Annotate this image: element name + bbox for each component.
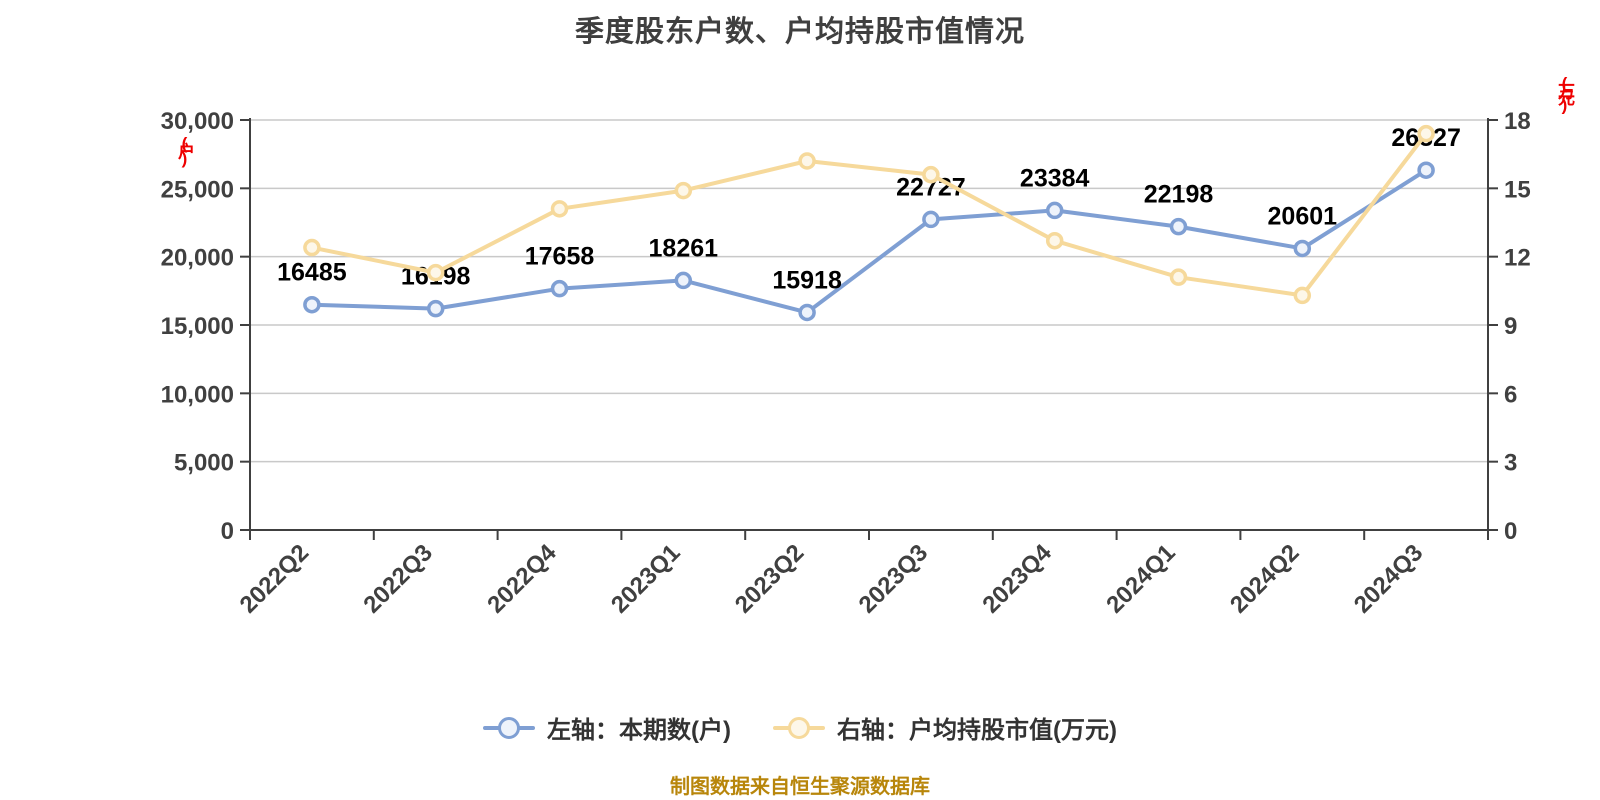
x-axis-label: 2023Q1 [606, 539, 685, 618]
data-label: 17658 [525, 243, 595, 271]
avg-holding-value-point-2023Q2[interactable] [798, 152, 816, 170]
x-axis-label: 2024Q2 [1225, 539, 1304, 618]
right-axis-tick-label: 3 [1504, 450, 1517, 477]
left-axis-tick-label: 30,000 [161, 108, 234, 135]
left-axis-tick-label: 20,000 [161, 245, 234, 272]
right-axis-unit-label: (万元) [1555, 74, 1574, 104]
x-axis-label: 2023Q4 [977, 539, 1057, 619]
x-axis-label: 2022Q2 [235, 539, 314, 618]
shareholder-count-point-2024Q3[interactable] [1417, 161, 1435, 179]
shareholder-count-line [309, 168, 1429, 315]
x-axis-label: 2023Q3 [854, 539, 933, 618]
line-chart-canvas: 0 0 5,000 3 10,000 6 15,000 9 20,000 12 25,000 15 30… [161, 108, 1531, 619]
avg-holding-value-point-2023Q3[interactable] [922, 165, 940, 184]
legend-dot-icon [788, 716, 810, 739]
data-label: 18261 [649, 234, 719, 262]
data-label: 23384 [1020, 164, 1090, 192]
right-axis-tick-label: 0 [1504, 518, 1517, 545]
left-axis-unit-label: (户) [175, 134, 194, 158]
shareholder-count-point-2023Q2[interactable] [798, 303, 816, 322]
legend-marker-icon [773, 716, 825, 739]
legend-dot-icon [498, 716, 521, 739]
right-axis-tick-label: 18 [1504, 108, 1531, 135]
avg-holding-value-line [309, 131, 1429, 298]
shareholder-count-point-2022Q2[interactable] [303, 295, 321, 314]
shareholder-count-point-2022Q4[interactable] [550, 279, 569, 298]
avg-holding-value-point-2024Q2[interactable] [1293, 286, 1312, 305]
shareholder-count-point-2024Q1[interactable] [1169, 217, 1188, 236]
legend-item-left-axis-series[interactable]: 左轴：本期数(户) [483, 710, 731, 745]
data-label: 20601 [1268, 202, 1338, 230]
avg-holding-value-point-2024Q1[interactable] [1169, 268, 1188, 286]
x-axis-label: 2024Q1 [1101, 539, 1180, 618]
left-axis-tick-label: 25,000 [161, 176, 234, 203]
data-source-note: 制图数据来自恒生聚源数据库 [670, 776, 930, 798]
right-axis-tick-label: 9 [1504, 313, 1517, 340]
data-label: 16485 [277, 259, 347, 287]
data-label: 15918 [772, 266, 842, 294]
avg-holding-value-point-2022Q4[interactable] [550, 200, 569, 218]
shareholder-count-point-2024Q2[interactable] [1293, 239, 1312, 258]
shareholder-count-point-2023Q1[interactable] [674, 271, 693, 290]
left-axis-tick-label: 15,000 [161, 313, 234, 340]
avg-holding-value-point-2022Q3[interactable] [426, 263, 445, 282]
shareholder-count-point-2023Q4[interactable] [1045, 201, 1064, 220]
avg-holding-value-point-2023Q1[interactable] [674, 181, 693, 200]
legend-label: 右轴：户均持股市值(万元) [837, 717, 1117, 744]
chart-title: 季度股东户数、户均持股市值情况 [574, 16, 1025, 48]
legend-item-right-axis-series[interactable]: 右轴：户均持股市值(万元) [773, 710, 1117, 745]
right-axis-tick-label: 15 [1504, 176, 1531, 203]
x-axis-label: 2022Q4 [482, 539, 562, 619]
x-axis-label: 2023Q2 [730, 539, 809, 618]
right-axis-tick-label: 12 [1504, 245, 1531, 272]
x-axis-label: 2022Q3 [358, 539, 437, 618]
left-axis-tick-label: 10,000 [161, 381, 234, 408]
x-axis-label: 2024Q3 [1349, 539, 1428, 618]
legend-label: 左轴：本期数(户) [547, 717, 731, 744]
chart-legend: 左轴：本期数(户) 右轴：户均持股市值(万元) [0, 710, 1600, 745]
avg-holding-value-point-2022Q2[interactable] [303, 238, 321, 257]
left-axis-tick-label: 0 [221, 518, 234, 545]
avg-holding-value-point-2023Q4[interactable] [1045, 231, 1064, 250]
avg-holding-value-point-2024Q3[interactable] [1417, 124, 1435, 143]
right-axis-tick-label: 6 [1504, 381, 1517, 408]
data-label: 22198 [1144, 181, 1214, 209]
left-axis-tick-label: 5,000 [174, 450, 234, 477]
shareholder-count-point-2023Q3[interactable] [922, 210, 940, 229]
legend-marker-icon [483, 716, 536, 739]
shareholder-count-point-2022Q3[interactable] [426, 299, 445, 318]
